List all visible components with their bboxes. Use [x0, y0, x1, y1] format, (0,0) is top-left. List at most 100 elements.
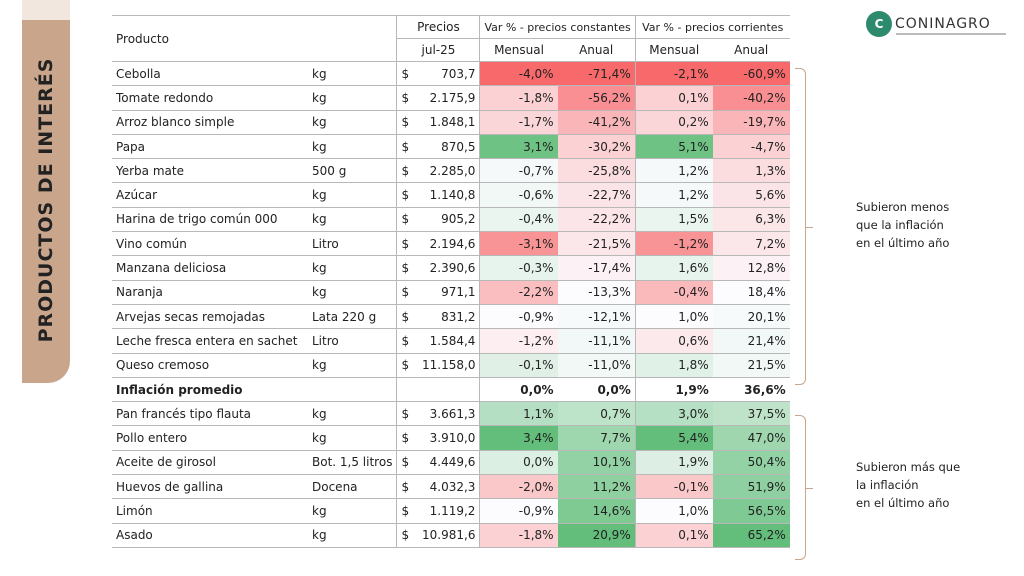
var-a2: -60,9%	[712, 61, 790, 87]
unit: kg	[308, 182, 397, 208]
var-a2: 50,4%	[712, 450, 790, 476]
var-m1: -1,8%	[479, 85, 558, 111]
var-a2: -19,7%	[712, 110, 790, 135]
table-row: Naranja kg $971,1 -2,2% -13,3% -0,4% 18,4%	[112, 280, 790, 305]
table-row: Tomate redondo kg $2.175,9 -1,8% -56,2% 0,1% -…	[112, 85, 790, 111]
price	[417, 377, 480, 403]
var-m1: -0,9%	[479, 304, 558, 330]
var-a1: 10,1%	[557, 450, 636, 476]
product-name: Harina de trigo común 000	[112, 207, 308, 233]
var-a2: 65,2%	[712, 523, 790, 548]
var-m2: 1,0%	[634, 498, 713, 524]
unit: kg	[308, 134, 397, 160]
var-a1: -12,1%	[557, 304, 636, 330]
table-row: Harina de trigo común 000 kg $905,2 -0,4% -2…	[112, 207, 790, 233]
currency: $	[396, 280, 418, 305]
product-name: Asado	[112, 523, 308, 548]
price: 4.449,6	[417, 450, 480, 476]
price: 1.848,1	[417, 110, 480, 135]
var-a1: -71,4%	[557, 61, 636, 87]
var-m2: 5,4%	[634, 425, 713, 451]
var-m1: -0,7%	[479, 158, 558, 184]
table-row: Huevos de gallina Docena $4.032,3 -2,0% 11,2…	[112, 474, 790, 500]
product-name: Huevos de gallina	[112, 474, 308, 500]
table-row: Arroz blanco simple kg $1.848,1 -1,7% -41,2%…	[112, 110, 790, 135]
product-name: Yerba mate	[112, 158, 308, 184]
var-a2: 47,0%	[712, 425, 790, 451]
currency: $	[396, 158, 418, 184]
unit: kg	[308, 207, 397, 233]
note-line: en el último año	[856, 236, 950, 250]
currency: $	[396, 401, 418, 427]
table-row: Papa kg $870,5 3,1% -30,2% 5,1% -4,7%	[112, 134, 790, 160]
price: 11.158,0	[417, 353, 480, 378]
unit: 500 g	[308, 158, 397, 184]
product-name: Pan francés tipo flauta	[112, 401, 308, 427]
product-name: Manzana deliciosa	[112, 255, 308, 281]
currency: $	[396, 231, 418, 257]
var-m2: 1,0%	[634, 304, 713, 330]
var-m1: -1,8%	[479, 523, 558, 548]
var-m2: 3,0%	[634, 401, 713, 427]
product-name: Tomate redondo	[112, 85, 308, 111]
price: 2.285,0	[417, 158, 480, 184]
var-m1: -2,0%	[479, 474, 558, 500]
currency: $	[396, 85, 418, 111]
var-m1: -4,0%	[479, 61, 558, 87]
var-a1: 0,0%	[557, 377, 636, 403]
prices-table: Producto Precios Var % - precios constan…	[112, 15, 790, 548]
product-name: Naranja	[112, 280, 308, 305]
unit: kg	[308, 401, 397, 427]
table-row: Queso cremoso kg $11.158,0 -0,1% -11,0% 1,8% 2…	[112, 353, 790, 378]
product-name: Arvejas secas remojadas	[112, 304, 308, 330]
header-precios: Precios	[396, 15, 480, 39]
product-name: Leche fresca entera en sachet	[112, 328, 308, 354]
var-m1: -0,1%	[479, 353, 558, 378]
note-line: la inflación	[856, 478, 919, 492]
note-line: en el último año	[856, 496, 950, 510]
logo-text: CONINAGRO	[895, 16, 991, 32]
var-a1: 7,7%	[557, 425, 636, 451]
var-m1: -3,1%	[479, 231, 558, 257]
var-a2: 1,3%	[712, 158, 790, 184]
table-row: Inflación promedio 0,0% 0,0% 1,9% 36,6%	[112, 377, 790, 403]
coninagro-logo: C CONINAGRO	[866, 11, 1006, 37]
var-m2: 5,1%	[634, 134, 713, 160]
var-a1: -21,5%	[557, 231, 636, 257]
var-a2: 56,5%	[712, 498, 790, 524]
note-line: Subieron menos	[856, 200, 950, 214]
price: 2.194,6	[417, 231, 480, 257]
var-a2: 21,5%	[712, 353, 790, 378]
price: 905,2	[417, 207, 480, 233]
price: 703,7	[417, 61, 480, 87]
var-m2: 1,9%	[634, 450, 713, 476]
unit: Lata 220 g	[308, 304, 397, 330]
var-a2: 37,5%	[712, 401, 790, 427]
product-name: Azúcar	[112, 182, 308, 208]
price: 1.584,4	[417, 328, 480, 354]
product-name: Pollo entero	[112, 425, 308, 451]
var-a1: -56,2%	[557, 85, 636, 111]
var-m2: -2,1%	[634, 61, 713, 87]
var-m1: 0,0%	[479, 377, 558, 403]
var-a1: -17,4%	[557, 255, 636, 281]
table-row: Asado kg $10.981,6 -1,8% 20,9% 0,1% 65,2%	[112, 523, 790, 548]
var-m2: 1,6%	[634, 255, 713, 281]
currency: $	[396, 425, 418, 451]
table-row: Azúcar kg $1.140,8 -0,6% -22,7% 1,2% 5,6%	[112, 182, 790, 208]
table-row: Aceite de girosol Bot. 1,5 litros $4.449,6…	[112, 450, 790, 476]
var-m1: 3,4%	[479, 425, 558, 451]
currency: $	[396, 134, 418, 160]
product-name: Papa	[112, 134, 308, 160]
price: 3.910,0	[417, 425, 480, 451]
var-m1: -0,4%	[479, 207, 558, 233]
price: 2.390,6	[417, 255, 480, 281]
product-name: Queso cremoso	[112, 353, 308, 378]
section-tab-top	[22, 0, 70, 20]
header-anual-constantes: Anual	[557, 38, 636, 62]
var-a1: -41,2%	[557, 110, 636, 135]
note-less-than-inflation: Subieron menos que la inflación en el úl…	[856, 198, 949, 252]
var-a1: -22,2%	[557, 207, 636, 233]
unit: Litro	[308, 328, 397, 354]
unit: Docena	[308, 474, 397, 500]
